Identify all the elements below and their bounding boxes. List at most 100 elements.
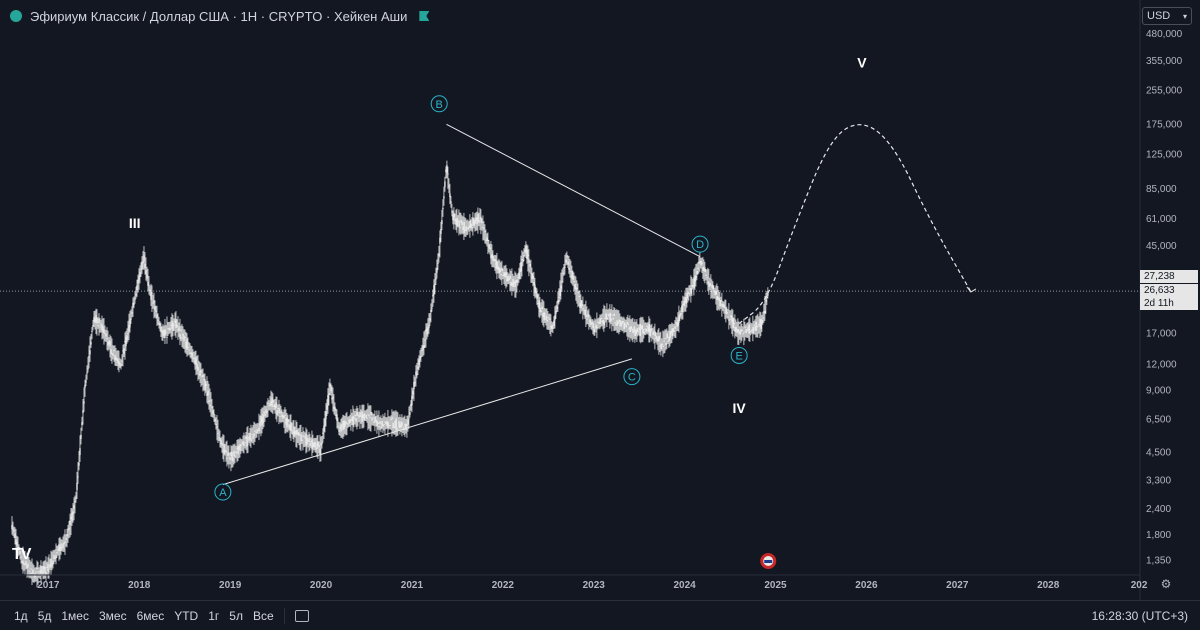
candle-body: [729, 318, 731, 320]
candle-body: [766, 296, 768, 298]
candle-body: [85, 380, 87, 383]
candle-body: [591, 322, 593, 324]
candle-body: [361, 411, 363, 422]
candle-body: [314, 441, 316, 448]
tf-1d[interactable]: 1д: [14, 608, 28, 623]
tf-1y[interactable]: 1г: [208, 608, 220, 623]
candle-body: [311, 439, 313, 450]
candle-body: [517, 277, 519, 279]
candle-body: [706, 277, 708, 279]
secondary-price-tag: 26,633: [1140, 284, 1198, 297]
symbol-title[interactable]: Эфириум Классик / Доллар США · 1H · CRYP…: [30, 8, 408, 24]
candle-body: [647, 326, 649, 332]
candle-body: [92, 325, 94, 327]
clock[interactable]: 16:28:30 (UTC+3): [1091, 609, 1188, 623]
candle-body: [96, 318, 98, 324]
candle-body: [471, 227, 473, 229]
candle-body: [496, 261, 498, 270]
candle-body: [516, 279, 518, 283]
candle-body: [287, 419, 289, 423]
y-tick-label: 85,000: [1146, 184, 1177, 195]
candle-body: [572, 275, 574, 280]
candle-body: [424, 339, 426, 341]
calendar-icon[interactable]: [294, 609, 309, 622]
candle-body: [277, 407, 279, 409]
candle-body: [590, 322, 592, 325]
wave-label-circle: [730, 346, 748, 364]
candle-body: [725, 308, 727, 314]
candle-body: [82, 410, 84, 414]
candle-body: [279, 415, 281, 417]
candle-body: [353, 417, 355, 420]
candle-body: [245, 436, 247, 439]
candle-body: [83, 401, 85, 404]
price-chart[interactable]: A B C D E III IV V 480,000 355,000 255,000 175,000…: [0, 0, 1200, 600]
candle-body: [121, 360, 123, 362]
candle-body: [101, 324, 103, 331]
candle-body: [219, 438, 221, 442]
candle-body: [195, 357, 197, 365]
candle-body: [123, 348, 125, 355]
candle-body: [170, 324, 172, 326]
candle-body: [637, 331, 639, 333]
candle-body: [56, 552, 58, 554]
candle-body: [397, 429, 399, 431]
tf-ytd[interactable]: YTD: [174, 608, 199, 623]
candle-body: [450, 201, 452, 203]
candle-body: [437, 263, 439, 265]
candle-body: [115, 357, 117, 361]
candle-body: [32, 569, 34, 574]
candle-body: [484, 231, 486, 233]
candle-body: [752, 326, 754, 334]
candle-body: [392, 422, 394, 429]
candle-body: [89, 350, 91, 355]
candle-body: [452, 214, 454, 221]
candle-body: [763, 311, 765, 313]
candle-body: [589, 319, 591, 324]
candle-body: [38, 573, 40, 575]
candle-body: [732, 316, 734, 329]
candle-body: [649, 328, 651, 337]
tf-5y[interactable]: 5л: [229, 608, 243, 623]
candle-body: [603, 321, 605, 326]
candle-body: [606, 317, 608, 320]
candle-body: [117, 359, 119, 364]
candle-body: [533, 281, 535, 285]
currency-select[interactable]: USD ▾: [1142, 7, 1192, 25]
candle-body: [593, 328, 595, 333]
candle-body: [465, 226, 467, 232]
candle-body: [663, 340, 665, 342]
candle-body: [755, 321, 757, 331]
candle-body: [491, 253, 493, 258]
candle-body: [382, 424, 384, 427]
tf-5d[interactable]: 5д: [37, 608, 52, 623]
tf-3m[interactable]: 3мес: [98, 608, 127, 623]
candle-body: [532, 276, 534, 279]
settings-icon[interactable]: ⚙: [1161, 577, 1172, 591]
candle-body: [456, 217, 458, 227]
candle-body: [404, 423, 406, 427]
candle-body: [563, 267, 565, 269]
candle-body: [659, 345, 661, 347]
x-tick-label: 2017: [37, 580, 60, 591]
candle-body: [145, 270, 147, 275]
candle-body: [598, 321, 600, 324]
candle-body: [189, 352, 191, 354]
tf-1m[interactable]: 1мес: [61, 608, 89, 623]
candle-body: [240, 444, 242, 447]
candle-body: [72, 511, 74, 515]
candle-body: [236, 447, 238, 449]
candle-body: [613, 313, 615, 317]
candle-body: [682, 303, 684, 306]
candle-body: [738, 331, 740, 334]
candle-body: [564, 266, 566, 268]
candle-body: [318, 444, 320, 448]
candle-body: [608, 314, 610, 317]
candle-body: [241, 442, 243, 444]
candle-body: [78, 462, 80, 466]
candle-body: [475, 217, 477, 221]
candle-body: [350, 419, 352, 421]
tf-all[interactable]: Все: [252, 608, 274, 623]
candle-body: [712, 285, 714, 290]
tf-6m[interactable]: 6мес: [136, 608, 165, 623]
